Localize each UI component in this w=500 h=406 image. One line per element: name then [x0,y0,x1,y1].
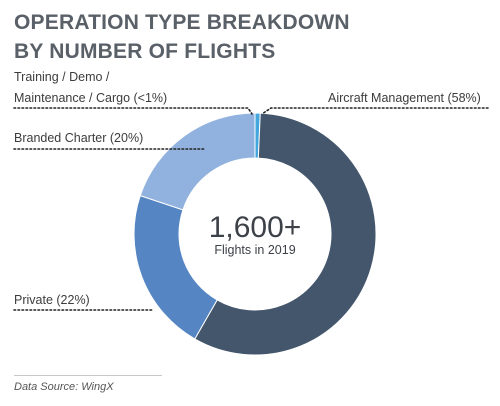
label-training-line-1: Training / Demo / [14,70,110,84]
center-caption: Flights in 2019 [214,243,295,257]
slice-aircraft-management [194,112,377,356]
label-aircraft-management: Aircraft Management (58%) [328,91,481,105]
slice-branded-charter [139,112,256,211]
leader-lines [13,107,489,311]
chart-title-line-1: OPERATION TYPE BREAKDOWN [14,11,350,34]
label-branded-charter: Branded Charter (20%) [14,131,144,145]
donut-slices [133,112,377,356]
leader-training [13,107,253,115]
center-value: 1,600+ [209,211,302,244]
chart-title: OPERATION TYPE BREAKDOWN BY NUMBER OF FL… [14,8,350,66]
data-source: Data Source: WingX [14,381,114,393]
source-divider [14,375,162,376]
leader-aircraft-management [261,107,489,115]
label-training-line-2: Maintenance / Cargo (<1%) [14,91,168,105]
slice-private [133,194,218,340]
label-private: Private (22%) [14,293,90,307]
chart-title-line-2: BY NUMBER OF FLIGHTS [14,40,276,63]
